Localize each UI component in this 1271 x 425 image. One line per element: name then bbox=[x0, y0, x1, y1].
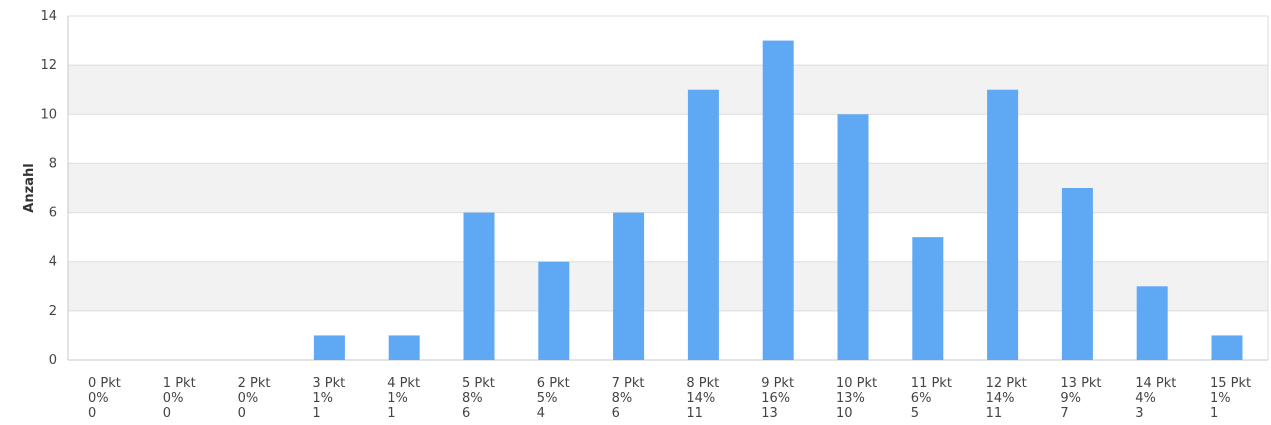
x-percentage-label: 1% bbox=[1210, 391, 1231, 406]
x-category-label: 9 Pkt bbox=[761, 376, 794, 391]
bar bbox=[837, 114, 869, 361]
x-category-label: 14 Pkt bbox=[1135, 376, 1176, 391]
bar bbox=[762, 40, 794, 360]
x-count-label: 11 bbox=[686, 406, 703, 421]
bar bbox=[313, 335, 345, 360]
x-category-label: 8 Pkt bbox=[686, 376, 719, 391]
x-percentage-label: 14% bbox=[686, 391, 715, 406]
y-tick-label: 6 bbox=[49, 206, 57, 221]
x-count-label: 5 bbox=[911, 406, 919, 421]
x-percentage-label: 1% bbox=[312, 391, 333, 406]
x-percentage-label: 8% bbox=[462, 391, 483, 406]
x-count-label: 6 bbox=[612, 406, 620, 421]
x-count-label: 3 bbox=[1135, 406, 1143, 421]
x-count-label: 10 bbox=[836, 406, 853, 421]
y-tick-label: 4 bbox=[49, 255, 57, 270]
y-axis-title: Anzahl bbox=[22, 163, 37, 212]
x-category-label: 13 Pkt bbox=[1060, 376, 1101, 391]
x-category-label: 12 Pkt bbox=[986, 376, 1027, 391]
y-axis-ticks: 0 2 4 6 8 10 12 14 bbox=[40, 9, 57, 368]
bar bbox=[1061, 188, 1093, 360]
x-percentage-label: 8% bbox=[612, 391, 633, 406]
bar bbox=[1211, 335, 1243, 360]
bar bbox=[388, 335, 420, 360]
x-count-label: 6 bbox=[462, 406, 470, 421]
x-count-label: 7 bbox=[1060, 406, 1068, 421]
x-percentage-label: 5% bbox=[537, 391, 558, 406]
bar bbox=[987, 89, 1019, 360]
bar bbox=[613, 212, 645, 360]
x-category-label: 10 Pkt bbox=[836, 376, 877, 391]
x-percentage-label: 4% bbox=[1135, 391, 1156, 406]
y-tick-label: 2 bbox=[49, 304, 57, 319]
x-percentage-label: 16% bbox=[761, 391, 790, 406]
x-category-label: 1 Pkt bbox=[163, 376, 196, 391]
x-percentage-label: 14% bbox=[986, 391, 1015, 406]
x-count-label: 1 bbox=[1210, 406, 1218, 421]
x-category-label: 11 Pkt bbox=[911, 376, 952, 391]
y-tick-label: 8 bbox=[49, 156, 57, 171]
x-category-label: 2 Pkt bbox=[238, 376, 271, 391]
x-percentage-label: 0% bbox=[163, 391, 184, 406]
x-percentage-label: 13% bbox=[836, 391, 865, 406]
x-category-label: 4 Pkt bbox=[387, 376, 420, 391]
x-count-label: 1 bbox=[312, 406, 320, 421]
bar bbox=[912, 237, 944, 360]
x-count-label: 11 bbox=[986, 406, 1003, 421]
bar bbox=[687, 89, 719, 360]
x-percentage-label: 9% bbox=[1060, 391, 1081, 406]
bar bbox=[1136, 286, 1168, 360]
x-count-label: 0 bbox=[88, 406, 96, 421]
bar bbox=[538, 261, 570, 360]
x-percentage-label: 0% bbox=[88, 391, 109, 406]
x-percentage-label: 1% bbox=[387, 391, 408, 406]
y-tick-label: 14 bbox=[40, 9, 57, 24]
x-count-label: 1 bbox=[387, 406, 395, 421]
x-count-label: 4 bbox=[537, 406, 545, 421]
bars bbox=[313, 40, 1243, 361]
x-category-label: 15 Pkt bbox=[1210, 376, 1251, 391]
bar bbox=[463, 212, 495, 360]
y-tick-label: 10 bbox=[40, 107, 57, 122]
x-category-label: 7 Pkt bbox=[612, 376, 645, 391]
y-tick-label: 0 bbox=[49, 353, 57, 368]
x-count-label: 13 bbox=[761, 406, 778, 421]
x-count-label: 0 bbox=[238, 406, 246, 421]
x-category-label: 5 Pkt bbox=[462, 376, 495, 391]
x-category-label: 0 Pkt bbox=[88, 376, 121, 391]
x-category-label: 3 Pkt bbox=[312, 376, 345, 391]
x-category-label: 6 Pkt bbox=[537, 376, 570, 391]
x-percentage-label: 0% bbox=[238, 391, 259, 406]
y-tick-label: 12 bbox=[40, 58, 57, 73]
x-count-label: 0 bbox=[163, 406, 171, 421]
plot-band bbox=[68, 65, 1268, 115]
x-percentage-label: 6% bbox=[911, 391, 932, 406]
